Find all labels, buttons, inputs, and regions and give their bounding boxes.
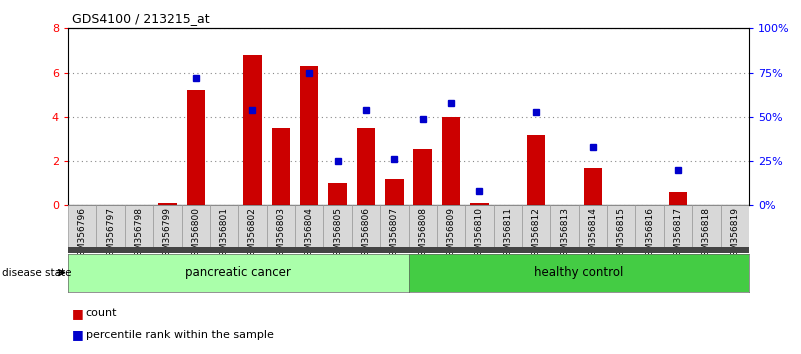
Text: GSM356805: GSM356805 <box>333 207 342 262</box>
Bar <box>158 203 176 205</box>
Bar <box>437 205 465 248</box>
Text: GDS4100 / 213215_at: GDS4100 / 213215_at <box>72 12 210 25</box>
Bar <box>635 205 664 248</box>
Text: GSM356816: GSM356816 <box>645 207 654 262</box>
Text: GSM356803: GSM356803 <box>276 207 285 262</box>
Bar <box>96 205 125 248</box>
Bar <box>356 128 375 205</box>
Bar <box>238 205 267 248</box>
Bar <box>493 205 522 248</box>
Text: GSM356810: GSM356810 <box>475 207 484 262</box>
Text: GSM356806: GSM356806 <box>361 207 370 262</box>
Text: GSM356800: GSM356800 <box>191 207 200 262</box>
Bar <box>125 205 153 248</box>
Bar <box>669 192 687 205</box>
Bar <box>470 203 489 205</box>
Bar <box>527 135 545 205</box>
Bar <box>692 205 721 248</box>
Text: healthy control: healthy control <box>534 267 623 279</box>
Bar <box>267 205 295 248</box>
Text: GSM356802: GSM356802 <box>248 207 257 262</box>
Text: GSM356817: GSM356817 <box>674 207 682 262</box>
Bar <box>409 205 437 248</box>
Text: GSM356811: GSM356811 <box>503 207 513 262</box>
Text: pancreatic cancer: pancreatic cancer <box>185 267 292 279</box>
Bar <box>244 55 262 205</box>
Text: GSM356796: GSM356796 <box>78 207 87 262</box>
Bar <box>153 205 182 248</box>
Text: GSM356818: GSM356818 <box>702 207 710 262</box>
Text: ■: ■ <box>72 307 84 320</box>
Text: GSM356807: GSM356807 <box>390 207 399 262</box>
Bar <box>328 183 347 205</box>
Bar <box>413 149 432 205</box>
Text: GSM356801: GSM356801 <box>219 207 228 262</box>
Bar <box>182 205 210 248</box>
Text: GSM356797: GSM356797 <box>107 207 115 262</box>
Bar <box>664 205 692 248</box>
Text: GSM356819: GSM356819 <box>731 207 739 262</box>
Bar <box>295 205 324 248</box>
Text: GSM356799: GSM356799 <box>163 207 172 262</box>
Text: ■: ■ <box>72 328 84 341</box>
Bar <box>465 205 493 248</box>
Bar <box>584 168 602 205</box>
Bar <box>522 205 550 248</box>
Text: GSM356798: GSM356798 <box>135 207 143 262</box>
Bar <box>578 205 607 248</box>
Bar <box>721 205 749 248</box>
Text: GSM356813: GSM356813 <box>560 207 569 262</box>
Text: GSM356808: GSM356808 <box>418 207 427 262</box>
Bar <box>68 205 96 248</box>
Bar <box>324 205 352 248</box>
Bar <box>385 179 404 205</box>
Text: count: count <box>86 308 117 318</box>
Bar <box>442 117 461 205</box>
Text: GSM356804: GSM356804 <box>304 207 314 262</box>
Bar <box>380 205 409 248</box>
Bar <box>187 90 205 205</box>
Text: GSM356815: GSM356815 <box>617 207 626 262</box>
Bar <box>352 205 380 248</box>
Bar <box>607 205 635 248</box>
Bar <box>550 205 578 248</box>
Text: GSM356812: GSM356812 <box>532 207 541 262</box>
Text: GSM356809: GSM356809 <box>447 207 456 262</box>
Text: GSM356814: GSM356814 <box>589 207 598 262</box>
Bar <box>272 128 290 205</box>
Bar <box>300 66 319 205</box>
Text: disease state: disease state <box>2 268 71 278</box>
Bar <box>210 205 239 248</box>
Text: percentile rank within the sample: percentile rank within the sample <box>86 330 274 339</box>
